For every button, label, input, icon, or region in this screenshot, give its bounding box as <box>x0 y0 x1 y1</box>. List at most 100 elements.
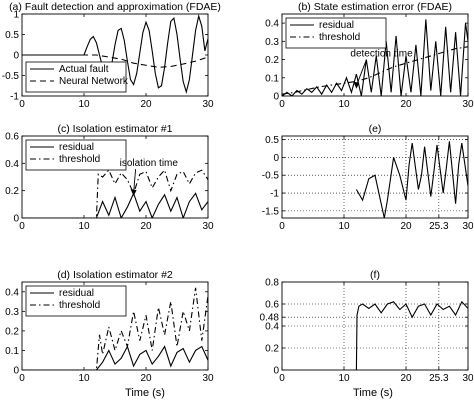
legend-label: residual <box>59 142 94 153</box>
axes-frame <box>281 13 469 97</box>
chart-title: (c) Isolation estimator #1 <box>58 123 173 135</box>
y-tick-label: 0.2 <box>5 186 19 197</box>
y-tick-label: 0 <box>273 153 279 164</box>
legend-label: residual <box>59 288 94 299</box>
x-tick-label: 30 <box>202 99 214 110</box>
legend-label: Neural Network <box>59 76 129 87</box>
legend-box <box>25 285 127 317</box>
series-line-residual <box>22 191 208 218</box>
y-tick-label: -0.5 <box>2 71 20 82</box>
legend-label: threshold <box>319 32 360 43</box>
series-line-neural-network <box>22 54 208 68</box>
y-tick-label: 0 <box>273 92 279 103</box>
annotation-arrow <box>133 169 137 194</box>
y-tick-label: 0.2 <box>265 55 279 66</box>
legend-box <box>25 139 127 171</box>
legend-box <box>25 61 127 93</box>
x-axis-label-right: Time (s) <box>353 387 393 399</box>
chart-title: (f) <box>370 269 380 281</box>
series-line-residual <box>282 19 468 96</box>
x-tick-label: 0 <box>279 373 285 384</box>
y-tick-label: 0.2 <box>265 344 279 355</box>
series-line-residual <box>22 345 208 370</box>
y-tick-label: -0.5 <box>262 171 280 182</box>
legend-label: residual <box>319 20 354 31</box>
series-line-threshold <box>22 169 208 218</box>
x-tick-label: 10 <box>78 373 90 384</box>
x-tick-label: 20 <box>400 221 412 232</box>
x-tick-label: 30 <box>462 221 474 232</box>
y-tick-label: 0.4 <box>5 159 19 170</box>
x-tick-label: 0 <box>279 221 285 232</box>
x-tick-label: 25.3 <box>429 221 449 232</box>
axes-frame <box>281 135 469 219</box>
x-tick-label: 20 <box>140 221 152 232</box>
y-tick-label: 0.8 <box>265 278 279 289</box>
x-tick-label: 30 <box>462 373 474 384</box>
x-tick-label: 10 <box>78 221 90 232</box>
chart-title: (b) State estimation error (FDAE) <box>298 1 452 13</box>
y-tick-label: 0.5 <box>265 135 279 146</box>
chart-title: (a) Fault detection and approximation (F… <box>9 1 221 13</box>
x-tick-label: 10 <box>338 221 350 232</box>
chart-panel-d: (d) Isolation estimator #2 0 10 20 30 0 0.1 0.2… <box>5 269 214 384</box>
y-tick-label: -1.5 <box>262 206 280 217</box>
x-tick-label: 20 <box>140 99 152 110</box>
annotation-arrowhead <box>130 189 137 197</box>
y-tick-label: 0.4 <box>5 287 19 298</box>
legend-label: Actual fault <box>59 64 109 75</box>
x-axis-label-left: Time (s) <box>125 387 165 399</box>
series-line-trace <box>355 141 468 218</box>
chart-panel-a: (a) Fault detection and approximation (F… <box>2 1 221 110</box>
x-tick-label: 0 <box>279 99 285 110</box>
y-tick-label: 0.6 <box>5 132 19 143</box>
series-line-threshold <box>22 287 208 370</box>
y-tick-label: 0.48 <box>260 313 280 324</box>
y-tick-label: 0.4 <box>265 322 279 333</box>
series-line-trace <box>355 300 468 370</box>
y-tick-label: 0.1 <box>265 73 279 84</box>
chart-panel-f: (f) 0 10 20 25.3 30 0 0.2 0.40.48 0.6 0.8 <box>260 269 474 384</box>
x-tick-label: 0 <box>19 373 25 384</box>
x-tick-label: 20 <box>400 373 412 384</box>
annotation-label: isolation time <box>120 158 179 169</box>
x-tick-label: 0 <box>19 221 25 232</box>
annotation-label: detection time <box>350 49 413 60</box>
y-tick-label: 0.2 <box>5 326 19 337</box>
chart-title: (e) <box>369 123 382 135</box>
x-tick-label: 0 <box>19 99 25 110</box>
y-tick-label: 0.4 <box>265 19 279 30</box>
y-tick-label: -1 <box>270 189 279 200</box>
x-tick-label: 10 <box>338 99 350 110</box>
chart-panel-c: (c) Isolation estimator #1 0 10 20 30 0 0.2 0.4… <box>5 123 214 232</box>
axes-frame <box>21 281 209 371</box>
y-tick-label: 0.3 <box>5 307 19 318</box>
chart-panel-e: (e) 0 10 20 25.3 30 -1.5 -1 -0.5 0 0.5 <box>262 123 474 232</box>
chart-title: (d) Isolation estimator #2 <box>57 269 173 281</box>
x-tick-label: 20 <box>400 99 412 110</box>
y-tick-label: 0.6 <box>265 300 279 311</box>
chart-panel-b: (b) State estimation error (FDAE) 0 10 20 30… <box>265 1 474 110</box>
y-tick-label: 0.5 <box>5 30 19 41</box>
y-tick-label: 1 <box>13 10 19 21</box>
x-tick-label: 30 <box>202 373 214 384</box>
y-tick-label: -1 <box>10 92 19 103</box>
x-tick-label: 10 <box>338 373 350 384</box>
y-tick-label: 0.3 <box>265 37 279 48</box>
y-tick-label: 0 <box>13 366 19 377</box>
series-line-threshold <box>282 46 468 95</box>
x-tick-label: 20 <box>140 373 152 384</box>
annotation-arrow <box>355 59 367 86</box>
legend-label: threshold <box>59 300 100 311</box>
annotation-arrowhead <box>353 81 360 89</box>
y-tick-label: 0 <box>13 214 19 225</box>
axes-frame <box>21 135 209 219</box>
x-tick-label: 10 <box>78 99 90 110</box>
y-tick-label: 0.1 <box>5 346 19 357</box>
y-tick-label: 0 <box>273 366 279 377</box>
x-tick-label: 30 <box>462 99 474 110</box>
y-tick-label: 0 <box>13 51 19 62</box>
x-tick-label: 30 <box>202 221 214 232</box>
x-tick-label: 25.3 <box>429 373 449 384</box>
